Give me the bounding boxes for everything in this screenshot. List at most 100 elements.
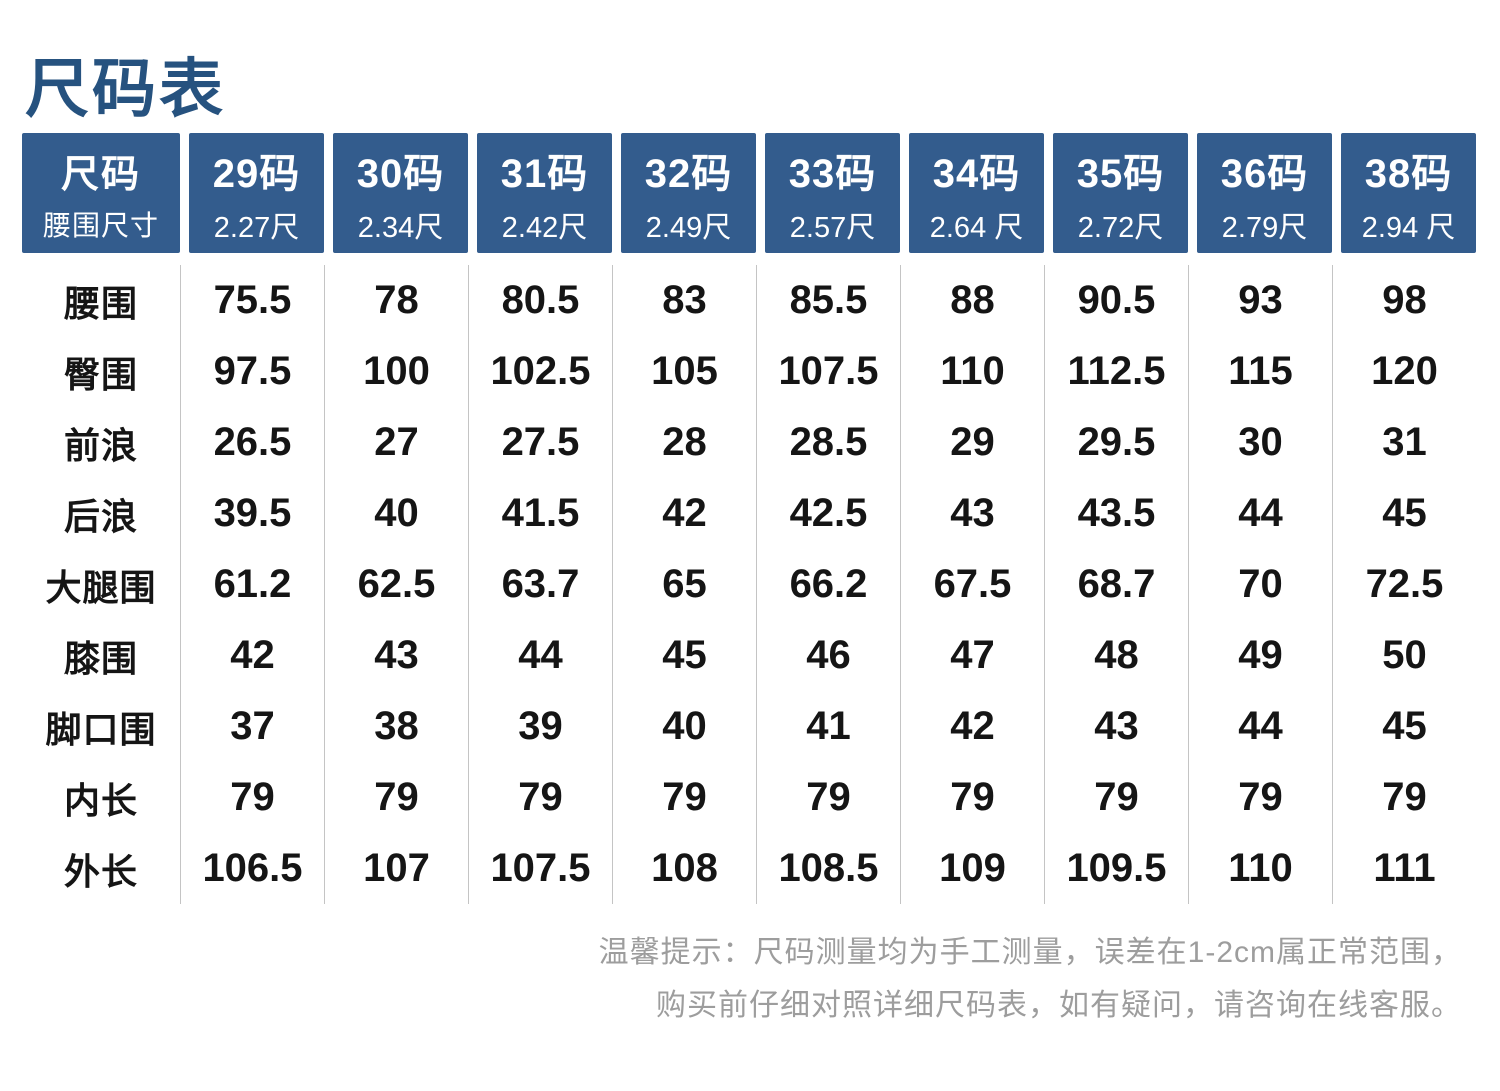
measurement-cell: 108.5: [756, 833, 900, 904]
measurement-cell: 70: [1188, 549, 1332, 620]
measurement-cell: 41: [756, 691, 900, 762]
measurement-cell: 28: [612, 407, 756, 478]
measurement-cell: 42: [612, 478, 756, 549]
measurement-cell: 47: [900, 620, 1044, 691]
measurement-cell: 100: [324, 336, 468, 407]
size-label: 34码: [932, 151, 1021, 196]
measurement-cell: 42: [900, 691, 1044, 762]
row-label: 外长: [63, 850, 138, 892]
measurement-cell: 112.5: [1044, 336, 1188, 407]
measurement-cell: 49: [1188, 620, 1332, 691]
measurement-cell: 79: [900, 762, 1044, 833]
measurement-cell: 90.5: [1044, 265, 1188, 336]
measurement-cell: 66.2: [756, 549, 900, 620]
row-label: 前浪: [63, 424, 138, 466]
measurement-cell: 43: [900, 478, 1044, 549]
measurement-cell: 30: [1188, 407, 1332, 478]
footer-note-line2: 购买前仔细对照详细尺码表，如有疑问，请咨询在线客服。: [656, 989, 1462, 1022]
size-chi-label: 2.94 尺: [1361, 211, 1456, 244]
row-label: 腰围: [63, 282, 138, 324]
measurement-cell: 42.5: [756, 478, 900, 549]
measurement-cell: 85.5: [756, 265, 900, 336]
measurement-cell: 45: [612, 620, 756, 691]
corner-waist-label: 腰围尺寸: [42, 209, 159, 241]
measurement-cell: 106.5: [180, 833, 324, 904]
row-label: 膝围: [63, 637, 138, 679]
measurement-cell: 79: [1188, 762, 1332, 833]
measurement-cell: 79: [756, 762, 900, 833]
measurement-cell: 29: [900, 407, 1044, 478]
row-label: 内长: [63, 779, 138, 821]
size-table: 尺码 腰围尺寸 29码 2.27尺 30码 2.34尺 31码 2.42尺 32码 2.49尺…: [22, 133, 1476, 904]
size-chi-label: 2.57尺: [789, 211, 876, 244]
measurement-cell: 105: [612, 336, 756, 407]
measurement-cell: 28.5: [756, 407, 900, 478]
size-label: 36码: [1220, 151, 1309, 196]
size-label: 30码: [356, 151, 445, 196]
measurement-cell: 110: [900, 336, 1044, 407]
measurement-cell: 44: [1188, 691, 1332, 762]
measurement-cell: 109: [900, 833, 1044, 904]
measurement-cell: 79: [1332, 762, 1476, 833]
measurement-cell: 78: [324, 265, 468, 336]
table-row: 膝围 42 43 44 45 46 47 48 49 50: [22, 620, 1476, 691]
measurement-cell: 39: [468, 691, 612, 762]
page-title: 尺码表: [25, 53, 226, 125]
size-label: 32码: [644, 151, 733, 196]
size-label: 35码: [1076, 151, 1165, 196]
size-column-header-2: 30码 2.34尺: [333, 133, 468, 253]
measurement-cell: 75.5: [180, 265, 324, 336]
measurement-cell: 48: [1044, 620, 1188, 691]
footer-note: 温馨提示：尺码测量均为手工测量，误差在1-2cm属正常范围， 购买前仔细对照详细…: [599, 926, 1462, 1032]
measurement-cell: 67.5: [900, 549, 1044, 620]
measurement-cell: 44: [1188, 478, 1332, 549]
size-column-header-6: 34码 2.64 尺: [909, 133, 1044, 253]
table-row: 臀围 97.5 100 102.5 105 107.5 110 112.5 115 120: [22, 336, 1476, 407]
table-row: 后浪 39.5 40 41.5 42 42.5 43 43.5 44 45: [22, 478, 1476, 549]
size-label: 33码: [788, 151, 877, 196]
table-row: 前浪 26.5 27 27.5 28 28.5 29 29.5 30 31: [22, 407, 1476, 478]
row-label: 脚口围: [45, 708, 157, 750]
corner-size-label: 尺码: [60, 153, 141, 196]
size-column-header-9: 38码 2.94 尺: [1341, 133, 1476, 253]
measurement-cell: 41.5: [468, 478, 612, 549]
measurement-cell: 79: [612, 762, 756, 833]
measurement-cell: 88: [900, 265, 1044, 336]
measurement-cell: 68.7: [1044, 549, 1188, 620]
measurement-cell: 120: [1332, 336, 1476, 407]
measurement-cell: 44: [468, 620, 612, 691]
size-column-header-7: 35码 2.72尺: [1053, 133, 1188, 253]
measurement-cell: 107.5: [756, 336, 900, 407]
size-chi-label: 2.64 尺: [929, 211, 1024, 244]
measurement-cell: 83: [612, 265, 756, 336]
measurement-cell: 42: [180, 620, 324, 691]
table-row: 脚口围 37 38 39 40 41 42 43 44 45: [22, 691, 1476, 762]
measurement-cell: 43: [324, 620, 468, 691]
header-row: 尺码 腰围尺寸 29码 2.27尺 30码 2.34尺 31码 2.42尺 32码 2.49尺…: [22, 133, 1476, 253]
measurement-cell: 65: [612, 549, 756, 620]
measurement-cell: 38: [324, 691, 468, 762]
measurement-cell: 107: [324, 833, 468, 904]
measurement-cell: 80.5: [468, 265, 612, 336]
measurement-cell: 107.5: [468, 833, 612, 904]
row-label: 大腿围: [45, 566, 157, 608]
measurement-cell: 37: [180, 691, 324, 762]
measurement-cell: 109.5: [1044, 833, 1188, 904]
measurement-cell: 50: [1332, 620, 1476, 691]
size-column-header-4: 32码 2.49尺: [621, 133, 756, 253]
table-row: 内长 79 79 79 79 79 79 79 79 79: [22, 762, 1476, 833]
size-chi-label: 2.34尺: [357, 211, 444, 244]
size-chi-label: 2.72尺: [1077, 211, 1164, 244]
measurement-cell: 98: [1332, 265, 1476, 336]
size-column-header-1: 29码 2.27尺: [189, 133, 324, 253]
measurement-cell: 26.5: [180, 407, 324, 478]
measurement-cell: 111: [1332, 833, 1476, 904]
size-label: 38码: [1364, 151, 1453, 196]
measurement-cell: 40: [612, 691, 756, 762]
size-column-header-3: 31码 2.42尺: [477, 133, 612, 253]
measurement-cell: 97.5: [180, 336, 324, 407]
size-column-header-8: 36码 2.79尺: [1197, 133, 1332, 253]
table-row: 腰围 75.5 78 80.5 83 85.5 88 90.5 93 98: [22, 265, 1476, 336]
size-label: 31码: [500, 151, 589, 196]
measurement-cell: 93: [1188, 265, 1332, 336]
